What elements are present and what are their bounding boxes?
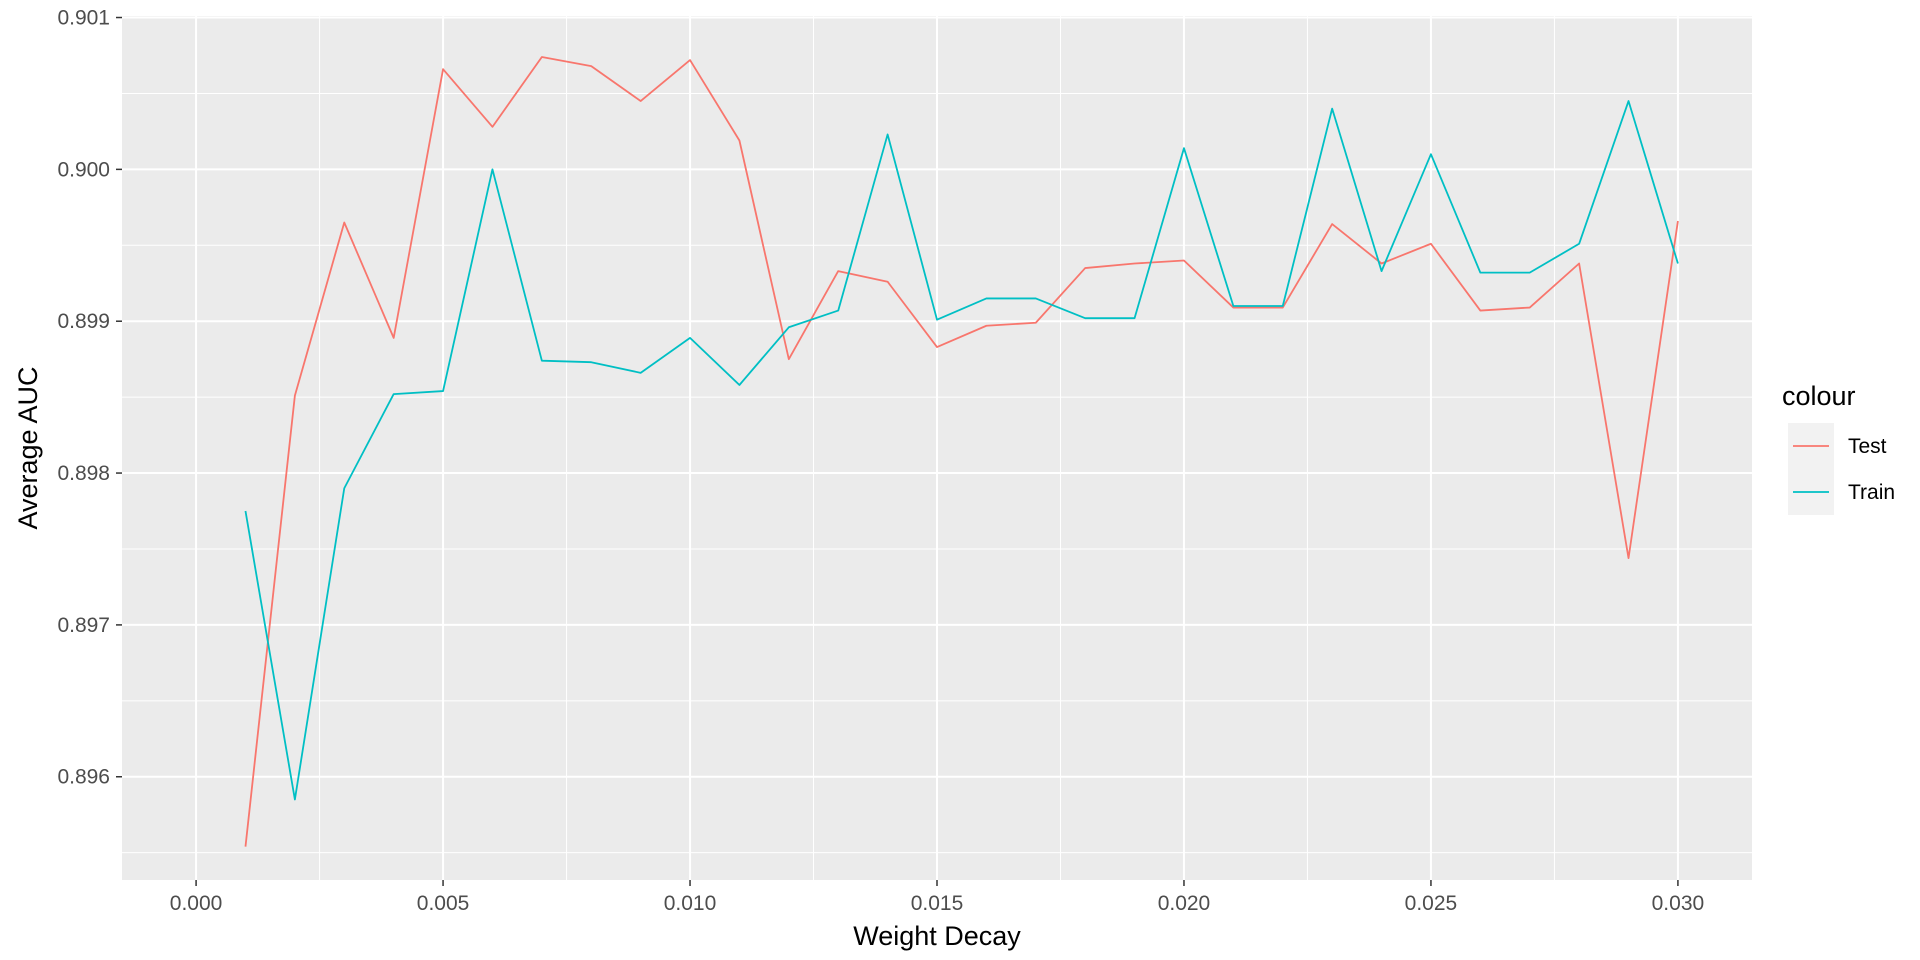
- legend-label-test: Test: [1848, 435, 1887, 458]
- y-tick-label: 0.899: [57, 310, 110, 333]
- x-axis: 0.000 0.005 0.010 0.015 0.020 0.025 0.030: [170, 880, 1704, 915]
- x-tick-label: 0.005: [417, 892, 470, 915]
- y-axis: 0.896 0.897 0.898 0.899 0.900 0.901: [57, 7, 122, 789]
- y-tick-label: 0.896: [57, 766, 110, 789]
- y-tick-label: 0.897: [57, 614, 110, 637]
- x-tick-label: 0.015: [911, 892, 964, 915]
- series-line-test: [244, 56, 1679, 847]
- legend-items: Test Train: [1788, 423, 1895, 515]
- legend-label-train: Train: [1848, 481, 1895, 504]
- series-line-train: [244, 100, 1679, 801]
- y-tick-label: 0.901: [57, 7, 110, 30]
- x-tick-label: 0.010: [664, 892, 717, 915]
- y-tick-label: 0.898: [57, 462, 110, 485]
- y-axis-title: Average AUC: [13, 366, 43, 529]
- legend-title: colour: [1782, 381, 1856, 411]
- x-tick-label: 0.030: [1652, 892, 1705, 915]
- x-tick-label: 0.020: [1158, 892, 1211, 915]
- legend: colour Test Train: [1782, 381, 1895, 515]
- x-tick-label: 0.025: [1405, 892, 1458, 915]
- series-layer: [244, 56, 1679, 847]
- x-axis-title: Weight Decay: [853, 921, 1021, 951]
- y-tick-label: 0.900: [57, 158, 110, 181]
- major-gridlines: [122, 16, 1752, 880]
- x-tick-label: 0.000: [170, 892, 223, 915]
